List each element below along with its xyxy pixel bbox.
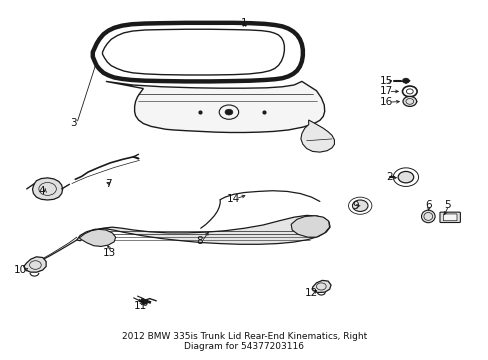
Ellipse shape — [421, 210, 434, 223]
Polygon shape — [79, 229, 116, 247]
Circle shape — [402, 96, 416, 107]
Polygon shape — [312, 280, 330, 293]
Text: 8: 8 — [196, 237, 203, 247]
Text: 17: 17 — [379, 86, 392, 96]
Text: 3: 3 — [70, 118, 77, 128]
Circle shape — [397, 171, 413, 183]
Text: 7: 7 — [105, 179, 111, 189]
Text: 14: 14 — [227, 194, 240, 203]
Text: Diagram for 54377203116: Diagram for 54377203116 — [184, 342, 304, 351]
Text: 15: 15 — [379, 76, 392, 86]
Polygon shape — [77, 215, 329, 244]
Text: 5: 5 — [444, 200, 450, 210]
Polygon shape — [290, 216, 329, 237]
Text: 1: 1 — [241, 18, 247, 28]
Circle shape — [224, 109, 232, 115]
Circle shape — [402, 78, 408, 83]
FancyBboxPatch shape — [443, 214, 456, 221]
Text: 2012 BMW 335is Trunk Lid Rear-End Kinematics, Right: 2012 BMW 335is Trunk Lid Rear-End Kinema… — [122, 332, 366, 341]
Text: 13: 13 — [102, 248, 116, 258]
Circle shape — [352, 200, 367, 211]
Text: 4: 4 — [38, 186, 44, 197]
Polygon shape — [32, 178, 62, 200]
Text: 9: 9 — [351, 201, 358, 211]
Polygon shape — [106, 81, 324, 132]
Text: 6: 6 — [424, 200, 431, 210]
Text: 2: 2 — [386, 172, 392, 182]
Text: 10: 10 — [14, 265, 27, 275]
Text: 12: 12 — [305, 288, 318, 297]
Text: 11: 11 — [133, 301, 146, 311]
Polygon shape — [24, 257, 46, 272]
Polygon shape — [300, 120, 334, 152]
FancyBboxPatch shape — [439, 212, 459, 222]
Text: 16: 16 — [379, 97, 392, 107]
